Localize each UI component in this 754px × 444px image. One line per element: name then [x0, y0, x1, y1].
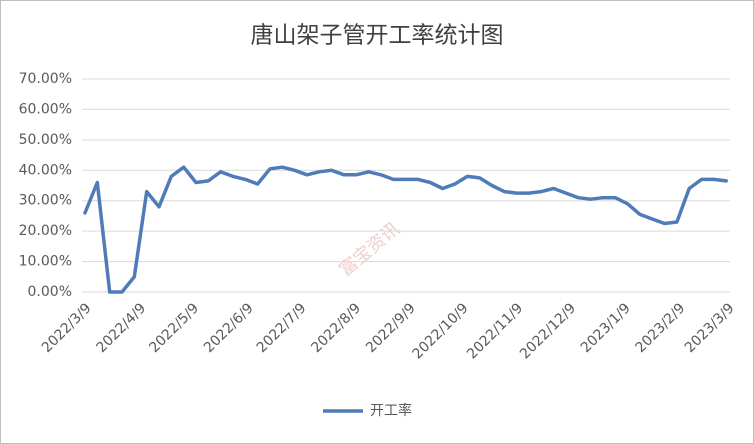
series-line: [83, 165, 728, 294]
y-tick-label: 60.00%: [19, 101, 72, 117]
chart-title: 唐山架子管开工率统计图: [251, 23, 504, 49]
legend-label: 开工率: [370, 402, 412, 419]
y-tick-label: 70.00%: [19, 71, 72, 87]
y-tick-label: 20.00%: [19, 223, 72, 239]
y-tick-label: 30.00%: [19, 193, 72, 209]
y-tick-label: 50.00%: [19, 132, 72, 148]
y-tick-label: 40.00%: [19, 162, 72, 178]
y-tick-label: 10.00%: [19, 254, 72, 270]
y-tick-label: 0.00%: [28, 284, 72, 300]
